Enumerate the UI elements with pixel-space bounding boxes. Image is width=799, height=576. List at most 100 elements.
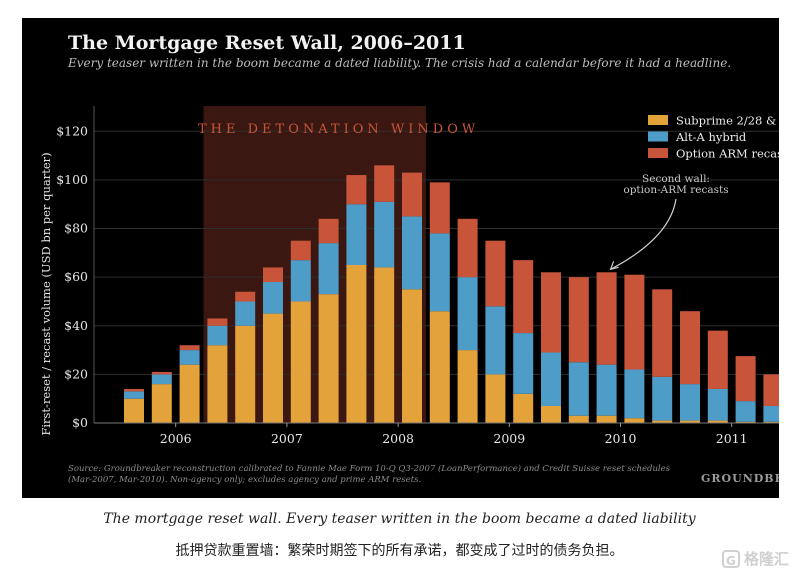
window-label: THE DETONATION WINDOW (198, 122, 479, 137)
bar-segment-option-arm (680, 311, 700, 385)
caption-chinese: 抵押贷款重置墙：繁荣时期签下的所有承诺，都变成了过时的债务负担。 (175, 543, 624, 559)
bar-segment-option-arm (124, 388, 144, 392)
y-tick-label: $40 (64, 318, 88, 333)
bar-segment-option-arm (707, 330, 728, 389)
bar-segment-alt-a (541, 352, 561, 406)
bar-segment-option-arm (263, 267, 283, 283)
bar-segment-alt-a (235, 301, 256, 326)
bar-segment-alt-a (318, 243, 339, 295)
bar-segment-subprime (402, 289, 422, 423)
bar-segment-subprime (346, 265, 367, 423)
bar-segment-alt-a (596, 364, 617, 416)
bar-segment-subprime (541, 405, 561, 423)
bar-segment-alt-a (735, 401, 756, 422)
x-tick-label: 2011 (716, 431, 748, 446)
bar-segment-alt-a (707, 388, 728, 421)
caption-english: The mortgage reset wall. Every teaser wr… (103, 511, 696, 527)
bar-segment-option-arm (151, 371, 172, 375)
bar-segment-option-arm (429, 182, 450, 234)
bar-segment-alt-a (457, 277, 478, 351)
bar-segment-alt-a (513, 333, 534, 394)
bar-segment-alt-a (151, 374, 172, 385)
y-tick-label: $80 (64, 221, 88, 236)
bar-segment-option-arm (624, 274, 645, 370)
bar-segment-subprime (624, 418, 645, 423)
bar-segment-option-arm (735, 356, 756, 402)
bar-segment-subprime (151, 384, 172, 423)
watermark: G 格隆汇 (721, 548, 789, 569)
x-tick-label: 2008 (382, 431, 414, 446)
bar-segment-subprime (179, 364, 200, 423)
legend-label: Subprime 2/28 & (676, 114, 776, 128)
bar-segment-option-arm (346, 175, 367, 205)
bar-segment-option-arm (402, 172, 422, 217)
bar-segment-subprime (457, 350, 478, 423)
bar-segment-alt-a (179, 350, 200, 365)
x-tick-label: 2010 (605, 431, 637, 446)
chart: $0 $20 $40 $60 $80 $100 $120 2006 2007 2008 2009 20… (39, 32, 779, 485)
bar-segment-subprime (124, 398, 144, 423)
chart-panel: $0 $20 $40 $60 $80 $100 $120 2006 2007 2008 2009 20… (22, 18, 779, 498)
bar-segment-subprime (485, 374, 506, 423)
bar-segment-subprime (680, 420, 700, 423)
bar-segment-subprime (263, 313, 283, 423)
second-wall-annotation: Second wall: option-ARM recasts (609, 173, 729, 271)
bar-segment-alt-a (429, 233, 450, 312)
y-axis-label: First-reset / recast volume (USD bn per … (39, 152, 53, 435)
bar-segment-subprime (596, 415, 617, 423)
annotation-line-1: Second wall: (642, 173, 710, 185)
chart-title: The Mortgage Reset Wall, 2006–2011 (68, 32, 466, 54)
bar-segment-subprime (290, 301, 311, 423)
arrowhead-icon (609, 261, 619, 271)
legend-label: Option ARM recas (676, 147, 779, 161)
bar-segment-option-arm (457, 218, 478, 278)
legend-swatch (648, 148, 668, 158)
bar-segment-subprime (429, 311, 450, 423)
y-tick-label: $60 (64, 269, 88, 284)
bar-segment-alt-a (652, 376, 673, 421)
legend-label: Alt-A hybrid (675, 130, 747, 144)
bar-segment-alt-a (290, 260, 311, 302)
bar-segment-option-arm (179, 345, 200, 351)
y-tick-label: $120 (56, 123, 88, 138)
bar-segment-option-arm (596, 272, 617, 365)
bar-segment-option-arm (485, 240, 506, 307)
annotation-line-2: option-ARM recasts (623, 184, 728, 196)
source-line-2: (Mar-2007, Mar-2010). Non-agency only; e… (68, 474, 421, 485)
bar-segment-alt-a (402, 216, 422, 290)
bar-segment-alt-a (485, 306, 506, 375)
bar-segment-option-arm (763, 374, 779, 406)
legend-swatch (648, 115, 668, 125)
x-tick-label: 2007 (271, 431, 303, 446)
bar-segment-subprime (318, 294, 339, 423)
x-tick-label: 2006 (160, 431, 192, 446)
bar-segment-option-arm (374, 165, 395, 202)
legend: Subprime 2/28 & Alt-A hybrid Option ARM re… (648, 114, 779, 161)
bar-segment-alt-a (374, 201, 395, 268)
bar-segment-alt-a (624, 369, 645, 419)
watermark-text: 格隆汇 (743, 550, 789, 568)
bar-segment-alt-a (346, 204, 367, 265)
y-tick-label: $0 (72, 415, 88, 430)
bar-segment-alt-a (568, 362, 589, 416)
bar-segment-subprime (707, 420, 728, 423)
bar-segment-option-arm (290, 240, 311, 261)
bar-segment-alt-a (207, 325, 228, 346)
legend-swatch (648, 131, 668, 142)
annotation-arrow-icon (610, 198, 677, 270)
bar-segment-option-arm (207, 318, 228, 326)
bar-segment-option-arm (318, 218, 339, 244)
source-line-1: Source: Groundbreaker reconstruction cal… (68, 463, 671, 474)
bar-segment-alt-a (124, 391, 144, 399)
bar-segment-subprime (374, 267, 395, 423)
bar-segment-alt-a (263, 282, 283, 314)
bar-segment-option-arm (652, 289, 673, 377)
bar-segment-subprime (207, 345, 228, 423)
bar-segment-option-arm (235, 291, 256, 302)
y-tick-label: $20 (64, 366, 88, 381)
brand-mark: GROUNDBRE (701, 472, 779, 485)
bar-segment-subprime (235, 325, 256, 423)
bar-segment-alt-a (763, 405, 779, 422)
watermark-logo-icon: G (721, 549, 740, 568)
bar-segment-subprime (513, 393, 534, 423)
